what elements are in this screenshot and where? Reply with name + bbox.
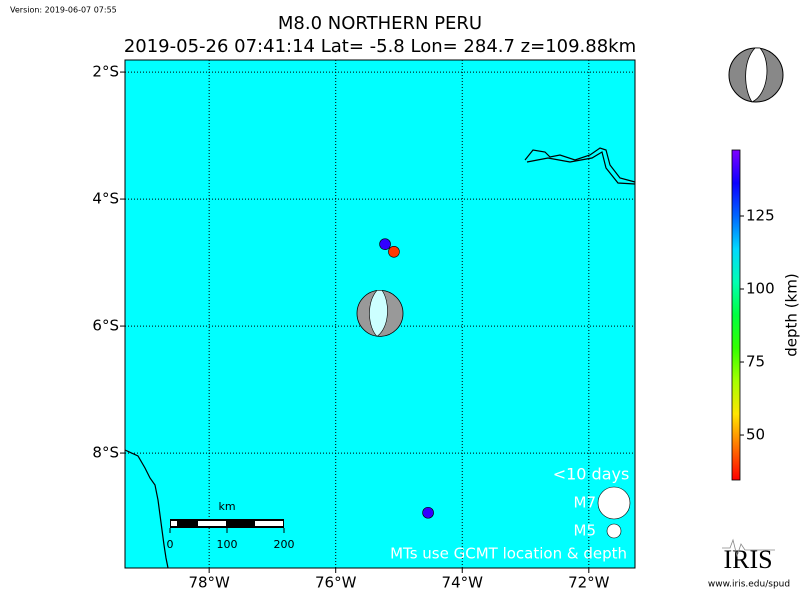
logo-url: www.iris.edu/spud bbox=[708, 580, 790, 590]
colorbar-tick-label: 75 bbox=[746, 353, 765, 371]
y-tick-label: 8°S bbox=[92, 444, 119, 462]
scale-tick-label: 200 bbox=[274, 538, 295, 551]
legend-title: <10 days bbox=[553, 465, 630, 484]
scale-segment bbox=[255, 521, 283, 526]
subtitle: 2019-05-26 07:41:14 Lat= -5.8 Lon= 284.7… bbox=[124, 36, 636, 57]
colorbar-tick-label: 100 bbox=[746, 280, 775, 298]
beachball-nodal bbox=[745, 47, 768, 103]
x-tick-label: 76°W bbox=[315, 574, 357, 592]
version: Version: 2019-06-07 07:55 bbox=[10, 6, 117, 15]
logo: IRIS bbox=[723, 545, 772, 574]
scale-segment bbox=[171, 521, 177, 526]
legend-symbol bbox=[597, 486, 631, 520]
map-frame bbox=[124, 59, 636, 569]
scale-bar: km bbox=[170, 500, 284, 528]
title: M8.0 NORTHERN PERU bbox=[278, 13, 482, 34]
y-tick-label: 4°S bbox=[92, 190, 119, 208]
colorbar bbox=[731, 149, 741, 481]
beachball-summary bbox=[728, 47, 784, 103]
scale-segment bbox=[198, 521, 226, 526]
y-tick-label: 2°S bbox=[92, 63, 119, 81]
legend-symbol bbox=[606, 523, 622, 539]
footnote: MTs use GCMT location & depth bbox=[390, 545, 627, 563]
legend-entry: M7 bbox=[574, 494, 597, 512]
event bbox=[388, 245, 400, 258]
scale-tick-label: 0 bbox=[167, 538, 174, 551]
legend-entry: M5 bbox=[574, 522, 597, 540]
x-tick-label: 74°W bbox=[442, 574, 484, 592]
colorbar-label: depth (km) bbox=[783, 273, 800, 356]
coastline bbox=[524, 147, 636, 185]
scale-label: km bbox=[218, 500, 235, 513]
scale-segment bbox=[170, 519, 284, 528]
x-tick-label: 72°W bbox=[568, 574, 610, 592]
y-tick-label: 6°S bbox=[92, 317, 119, 335]
coastline bbox=[124, 449, 169, 569]
event bbox=[379, 238, 391, 250]
beachball-nodal bbox=[369, 290, 388, 337]
colorbar-tick-label: 50 bbox=[746, 426, 765, 444]
logo-wave bbox=[722, 538, 775, 558]
scale-tick-label: 100 bbox=[217, 538, 238, 551]
x-tick-label: 78°W bbox=[188, 574, 230, 592]
event bbox=[422, 506, 434, 519]
colorbar-tick-label: 125 bbox=[746, 207, 775, 225]
